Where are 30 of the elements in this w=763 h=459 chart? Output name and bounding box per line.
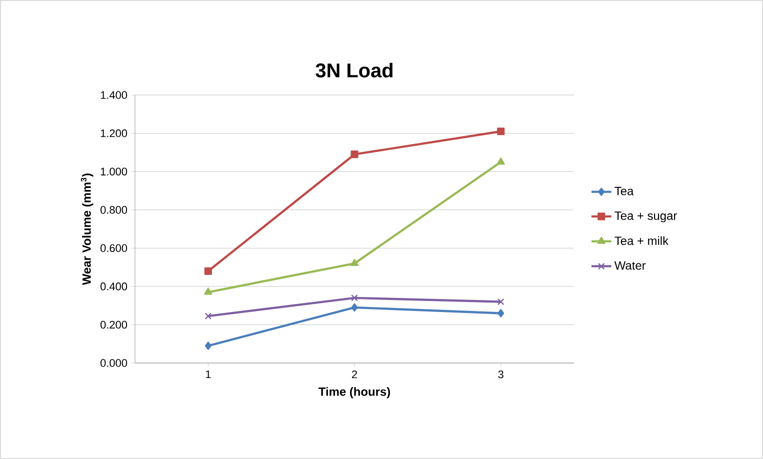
y-tick-label: 0.400: [100, 282, 128, 290]
legend-label: Tea + sugar: [614, 212, 677, 222]
x-tick-label: 1: [206, 370, 211, 378]
y-tick-label: 1.400: [100, 91, 128, 99]
chart-title: 3N Load: [316, 62, 392, 78]
point: [497, 298, 504, 306]
point: [351, 303, 358, 312]
x-tick-label: 3: [498, 370, 504, 378]
point: [204, 342, 212, 350]
y-axis-title: Wear Volume (mm$^{3}$): [80, 174, 94, 286]
x-axis-title: Time (hours): [318, 387, 390, 398]
legend-label: Water: [614, 261, 646, 270]
point: [496, 157, 505, 165]
point: [498, 309, 504, 318]
legend-label: Tea + milk: [614, 236, 669, 246]
point: [497, 128, 505, 136]
point: [204, 267, 212, 275]
y-tick-label: 0.000: [100, 359, 128, 367]
y-tick-label: 1.000: [100, 168, 128, 176]
legend-label: Tea: [614, 186, 634, 196]
point: [204, 288, 212, 295]
point: [350, 258, 359, 266]
point: [351, 294, 358, 302]
y-tick-label: 0.600: [100, 244, 128, 252]
y-tick-label: 0.800: [100, 206, 128, 214]
y-tick-label: 0.200: [100, 320, 128, 329]
point: [204, 312, 212, 320]
point: [350, 150, 358, 158]
y-tick-label: 1.200: [100, 129, 128, 138]
x-tick-label: 2: [352, 370, 357, 378]
